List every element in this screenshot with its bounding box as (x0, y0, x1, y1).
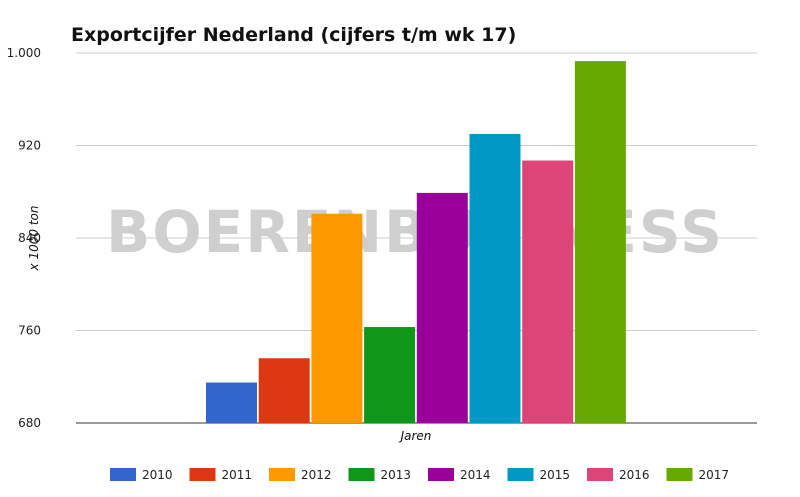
chart-title: Exportcijfer Nederland (cijfers t/m wk 1… (71, 24, 516, 46)
y-axis-label: x 1000 ton (27, 206, 41, 272)
bars (206, 61, 626, 423)
watermark-logo: BOERENBUSINESS (106, 198, 724, 266)
y-tick-label: 920 (18, 139, 41, 153)
bar-2015 (469, 133, 521, 423)
bar-2014 (416, 192, 468, 423)
y-axis-ticks: 680 760 840 920 1.000 (7, 46, 41, 430)
bar-2010 (206, 382, 257, 423)
legend-swatch (348, 468, 375, 481)
legend-swatch (666, 468, 693, 481)
bar-2017 (574, 61, 626, 423)
legend-swatch (587, 468, 613, 481)
y-tick-label: 760 (18, 324, 41, 338)
legend-entry: 2015 (540, 468, 571, 482)
legend-entry: 2013 (381, 468, 412, 482)
x-axis-label: Jaren (399, 429, 432, 443)
legend-swatch (269, 468, 295, 481)
legend-entry: 2010 (142, 468, 173, 482)
gridlines (76, 52, 757, 424)
legend-swatch (110, 468, 136, 481)
bar-2011 (258, 358, 310, 423)
legend: 2010 2011 2012 2013 2014 2015 2016 2017 (110, 468, 729, 482)
bar-2013 (364, 327, 416, 423)
bar-2012 (311, 213, 363, 423)
legend-entry: 2014 (460, 468, 491, 482)
legend-entry: 2017 (699, 468, 730, 482)
legend-entry: 2016 (619, 468, 650, 482)
legend-swatch (507, 468, 534, 481)
y-tick-label: 1.000 (7, 46, 41, 60)
legend-swatch (428, 468, 454, 481)
y-tick-label: 840 (18, 231, 41, 245)
y-tick-label: 680 (18, 416, 41, 430)
legend-entry: 2012 (301, 468, 332, 482)
legend-entry: 2011 (222, 468, 253, 482)
bar-2016 (522, 160, 574, 423)
legend-swatch (189, 468, 216, 481)
